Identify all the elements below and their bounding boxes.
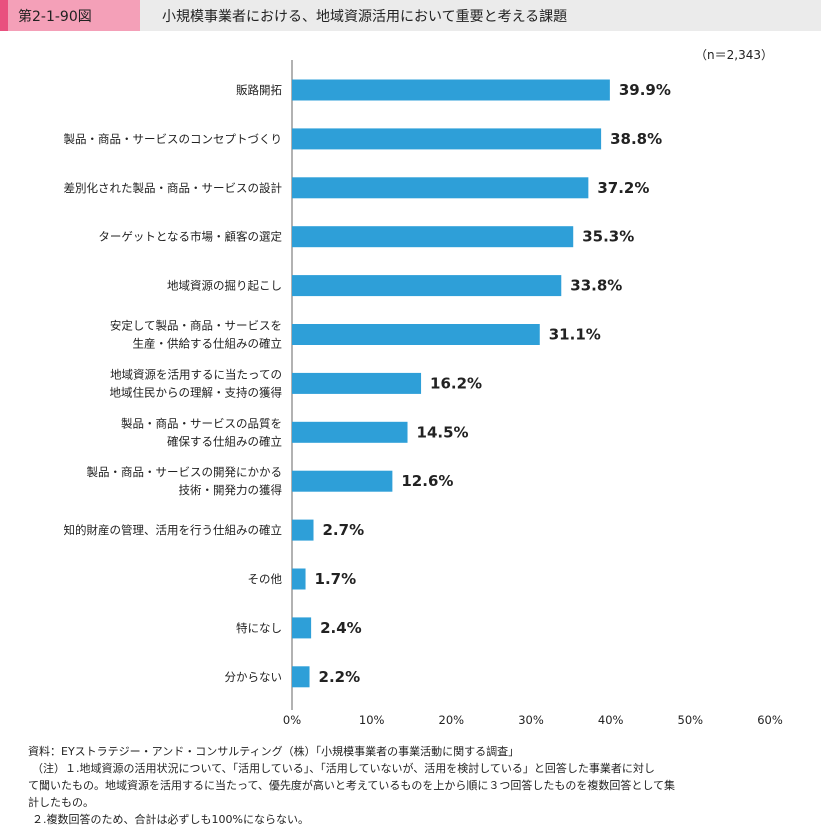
category-label-5-line-2: 生産・供給する仕組みの確立 <box>133 337 283 351</box>
notes: 資料：EYストラテジー・アンド・コンサルティング（株）「小規模事業者の事業活動に… <box>28 743 798 828</box>
category-label-8-line-1: 製品・商品・サービスの開発にかかる <box>87 465 283 479</box>
value-label-2: 37.2% <box>597 179 649 197</box>
bar-12 <box>292 666 310 688</box>
category-label-6-line-2: 地域住民からの理解・支持の獲得 <box>110 385 283 399</box>
x-tick-label-5: 50% <box>678 713 704 727</box>
category-label-9: 知的財産の管理、活用を行う仕組みの確立 <box>64 523 283 537</box>
bar-9 <box>292 519 314 541</box>
value-label-8: 12.6% <box>401 472 453 490</box>
x-tick-label-1: 10% <box>359 713 385 727</box>
bar-7 <box>292 421 408 443</box>
category-label-2: 差別化された製品・商品・サービスの設計 <box>64 181 283 195</box>
category-label-8-line-2: 技術・開発力の獲得 <box>179 483 283 497</box>
category-label-4: 地域資源の掘り起こし <box>167 279 282 293</box>
value-label-6: 16.2% <box>430 374 482 392</box>
value-label-12: 2.2% <box>319 668 361 686</box>
category-label-7-line-1: 製品・商品・サービスの品質を <box>121 416 282 430</box>
category-label-12: 分からない <box>225 670 283 684</box>
sample-size: （n＝2,343） <box>695 48 773 62</box>
bar-1 <box>292 128 602 150</box>
bar-6 <box>292 372 422 394</box>
x-tick-label-6: 60% <box>757 713 783 727</box>
source-note: 資料：EYストラテジー・アンド・コンサルティング（株）「小規模事業者の事業活動に… <box>28 745 520 758</box>
figure-tab-accent <box>0 0 8 31</box>
bar-8 <box>292 470 393 492</box>
bar-3 <box>292 226 574 248</box>
figure-number-tab: 第2-1-90図 <box>0 0 140 31</box>
note-1-line-2: て聞いたもの。地域資源を活用するに当たって、優先度が高いと考えているものを上から… <box>28 779 676 792</box>
value-label-4: 33.8% <box>570 277 622 295</box>
category-label-10: その他 <box>248 572 283 586</box>
figure-number: 第2-1-90図 <box>18 9 92 25</box>
value-label-0: 39.9% <box>619 81 671 99</box>
x-tick-label-3: 30% <box>518 713 544 727</box>
value-label-9: 2.7% <box>323 521 365 539</box>
category-label-3: ターゲットとなる市場・顧客の選定 <box>98 230 282 244</box>
category-label-0: 販路開拓 <box>236 83 282 97</box>
category-label-11: 特になし <box>236 621 282 635</box>
bar-10 <box>292 568 306 590</box>
bar-11 <box>292 617 312 639</box>
note-1-line-1: （注）１.地域資源の活用状況について、「活用している」、「活用していないが、活用… <box>32 762 655 775</box>
figure-header: 第2-1-90図 小規模事業者における、地域資源活用において重要と考える課題 <box>0 0 821 31</box>
category-label-6-line-1: 地域資源を活用するに当たっての <box>110 367 282 381</box>
value-label-1: 38.8% <box>610 130 662 148</box>
bar-chart: 39.9% 販路開拓 38.8% 製品・商品・サービスのコンセプトづくり 37.2% 差別… <box>64 60 783 727</box>
figure-title: 小規模事業者における、地域資源活用において重要と考える課題 <box>162 9 568 25</box>
x-tick-label-4: 40% <box>598 713 624 727</box>
value-label-11: 2.4% <box>320 619 362 637</box>
x-tick-label-2: 20% <box>439 713 465 727</box>
category-label-7-line-2: 確保する仕組みの確立 <box>167 434 282 448</box>
value-label-5: 31.1% <box>549 326 601 344</box>
bar-0 <box>292 79 610 101</box>
bar-5 <box>292 324 540 345</box>
note-2: ２.複数回答のため、合計は必ずしも100%にならない。 <box>32 813 309 826</box>
bar-4 <box>292 275 562 297</box>
value-label-7: 14.5% <box>417 423 469 441</box>
note-1-line-3: 計したもの。 <box>28 796 94 809</box>
value-label-10: 1.7% <box>315 570 357 588</box>
value-label-3: 35.3% <box>582 228 634 246</box>
category-label-5-line-1: 安定して製品・商品・サービスを <box>110 319 282 333</box>
x-tick-label-0: 0% <box>283 713 301 727</box>
category-label-1: 製品・商品・サービスのコンセプトづくり <box>64 132 283 146</box>
bar-2 <box>292 177 589 199</box>
